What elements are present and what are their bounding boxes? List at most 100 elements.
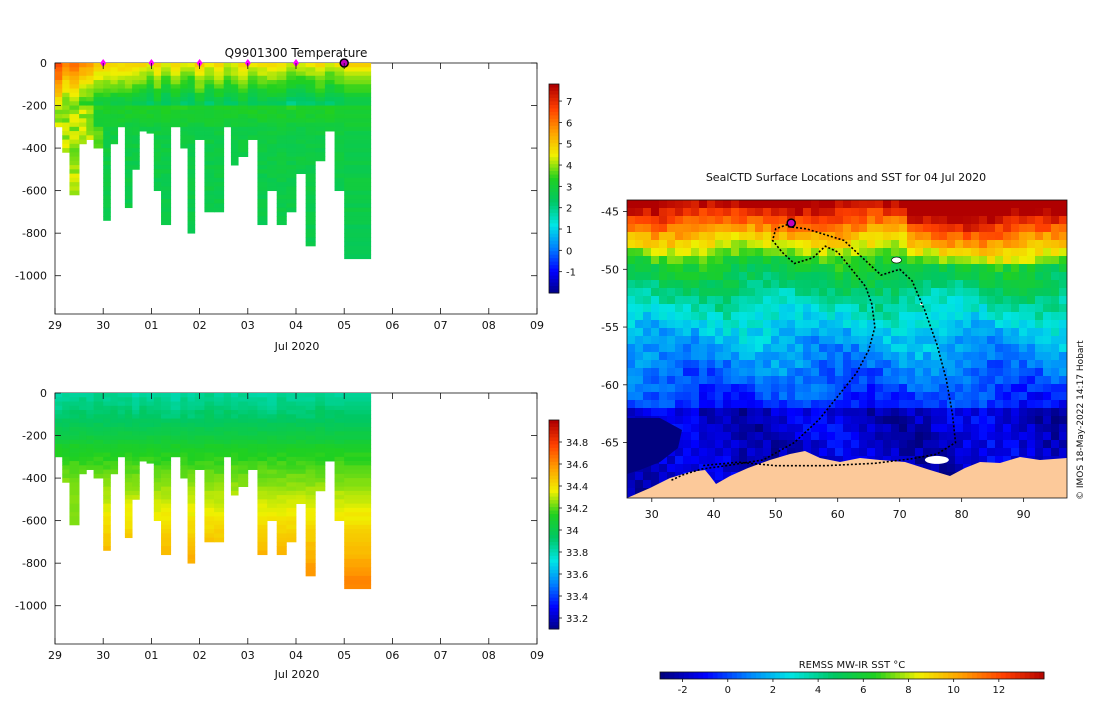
sst-cell — [739, 424, 748, 433]
sst-cell — [651, 408, 660, 417]
colorbar-tick-label: 4 — [566, 161, 572, 172]
sst-cell — [995, 416, 1004, 425]
sst-cell — [763, 456, 772, 465]
sst-cell — [651, 400, 660, 409]
salinity-cell — [315, 465, 326, 470]
sst-cell — [1035, 200, 1044, 209]
sst-cell — [1051, 232, 1060, 241]
temperature-cell — [267, 135, 278, 140]
temperature-cell — [267, 80, 278, 85]
colorbar-swatch — [794, 672, 800, 679]
sst-cell — [699, 456, 708, 465]
salinity-cell — [124, 393, 133, 398]
sst-cell — [883, 336, 892, 345]
salinity-cell — [305, 554, 316, 560]
salinity-cell — [103, 524, 111, 530]
sst-cell — [667, 344, 676, 353]
colorbar-swatch — [938, 672, 944, 679]
sst-cell — [923, 312, 932, 321]
colorbar-swatch — [549, 289, 559, 294]
sst-cell — [907, 296, 916, 305]
sst-cell — [867, 256, 876, 265]
salinity-cell — [238, 431, 249, 436]
salinity-cell — [257, 435, 268, 441]
sst-cell — [635, 480, 644, 489]
temperature-cell — [267, 182, 278, 187]
salinity-cell — [230, 448, 239, 453]
sst-cell — [731, 376, 740, 385]
temperature-cell — [93, 131, 104, 136]
temperature-cell — [146, 118, 155, 123]
salinity-cell — [334, 405, 345, 411]
salinity-cell — [170, 410, 181, 415]
salinity-cell — [334, 490, 345, 496]
colorbar-swatch — [804, 672, 810, 679]
temperature-cell — [132, 148, 140, 153]
salinity-cell — [204, 410, 215, 415]
colorbar-swatch — [732, 672, 738, 679]
sst-cell — [875, 392, 884, 401]
salinity-cell — [344, 529, 372, 534]
colorbar-swatch — [549, 272, 559, 277]
sst-cell — [627, 472, 636, 481]
sst-cell — [899, 304, 908, 313]
temperature-cell — [305, 228, 316, 234]
sst-cell — [667, 216, 676, 225]
sst-cell — [755, 320, 764, 329]
temperature-cell — [62, 122, 70, 128]
colorbar-swatch — [549, 524, 559, 529]
temperature-cell — [69, 173, 80, 179]
sst-cell — [843, 200, 852, 209]
sst-cell — [1027, 352, 1036, 361]
temperature-cell — [296, 109, 307, 115]
salinity-cell — [276, 533, 287, 539]
temperature-cell — [305, 63, 316, 68]
temperature-cell — [146, 109, 155, 115]
sst-cell — [691, 352, 700, 361]
sst-cell — [1035, 240, 1044, 249]
salinity-cell — [296, 469, 307, 475]
salinity-cell — [230, 469, 239, 475]
x-tick-label: 08 — [482, 649, 496, 662]
sst-cell — [691, 256, 700, 265]
salinity-cell — [267, 405, 278, 411]
temperature-cell — [117, 88, 126, 94]
sst-cell — [931, 384, 940, 393]
sst-cell — [923, 232, 932, 241]
sst-cell — [755, 448, 764, 457]
temperature-cell — [187, 173, 196, 179]
salinity-cell — [286, 507, 297, 513]
salinity-cell — [117, 431, 126, 436]
sst-cell — [659, 392, 668, 401]
sst-cell — [851, 296, 860, 305]
salinity-cell — [139, 414, 147, 419]
sst-cell — [795, 208, 804, 217]
sst-cell — [939, 328, 948, 337]
sst-cell — [779, 408, 788, 417]
sst-cell — [963, 344, 972, 353]
sst-cell — [675, 336, 684, 345]
salinity-cell — [344, 452, 372, 458]
temperature-cell — [69, 182, 80, 187]
sst-cell — [875, 304, 884, 313]
temperature-cell — [161, 118, 172, 123]
sst-cell — [907, 336, 916, 345]
temperature-cell — [344, 233, 372, 238]
temperature-cell — [153, 88, 162, 94]
sst-cell — [731, 288, 740, 297]
sst-cell — [723, 400, 732, 409]
temperature-cell — [110, 114, 119, 119]
temperature-cell — [204, 84, 215, 89]
temperature-cell — [55, 114, 63, 119]
temperature-cell — [124, 194, 133, 200]
sst-cell — [667, 200, 676, 209]
salinity-cell — [305, 533, 316, 539]
salinity-cell — [93, 397, 104, 402]
temperature-cell — [161, 97, 172, 102]
temperature-cell — [139, 105, 147, 111]
temperature-cell — [161, 203, 172, 209]
salinity-cell — [315, 452, 326, 458]
temperature-cell — [315, 135, 326, 140]
seal-track-outbound — [670, 222, 876, 482]
sst-cell — [739, 368, 748, 377]
